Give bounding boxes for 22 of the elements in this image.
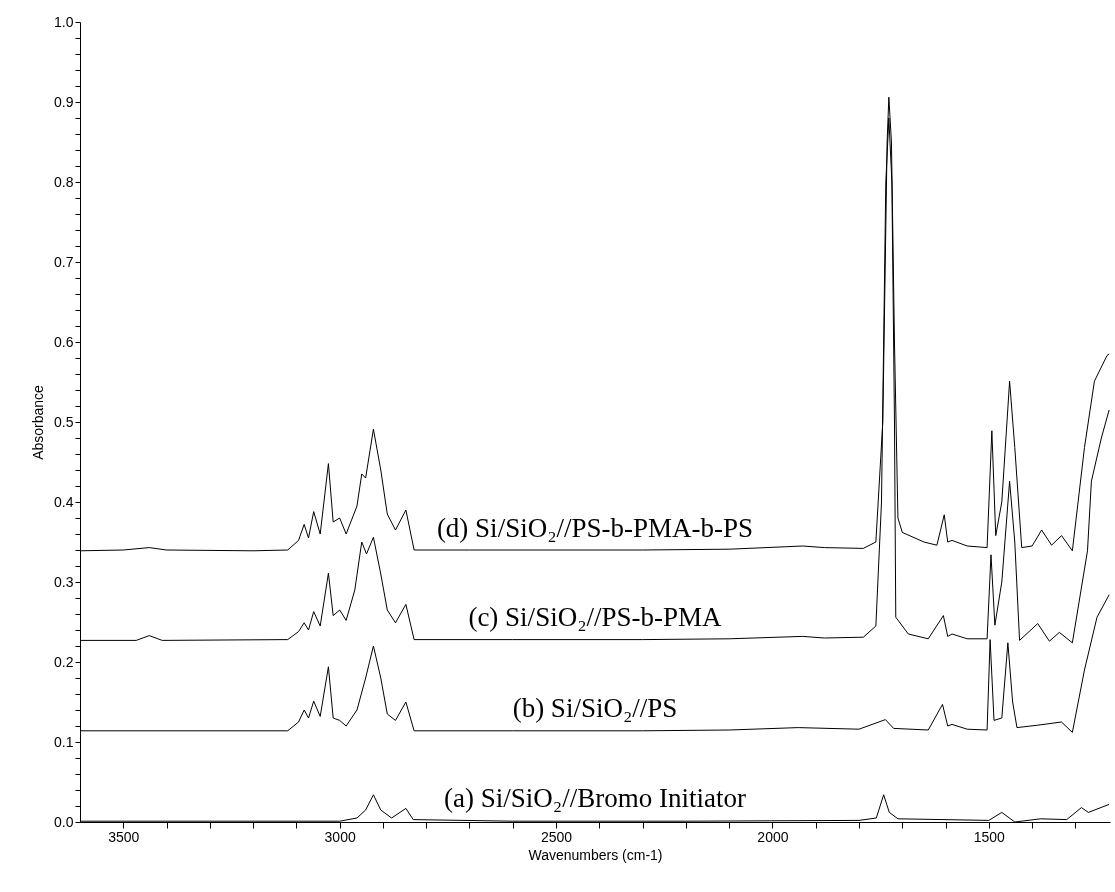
x-tick-label: 2500 [540,828,573,845]
series-label: (b) Si/SiO₂//PS [512,692,678,723]
x-tick-label: 3500 [108,828,140,845]
y-tick-label: 0.0 [54,813,74,830]
series-label: (c) Si/SiO₂//PS-b-PMA [468,602,723,633]
series-label: (a) Si/SiO₂//Bromo Initiator [444,783,746,814]
x-axis-title: Wavenumbers (cm-1) [528,846,663,863]
y-tick-label: 0.3 [54,573,74,590]
series-label: (d) Si/SiO₂//PS-b-PMA-b-PS [436,512,754,543]
x-tick-label: 3000 [324,828,356,845]
y-tick-label: 0.7 [54,253,74,270]
y-tick-label: 0.5 [54,413,74,430]
y-tick-label: 0.4 [54,493,74,510]
x-tick-label: 1500 [973,828,1006,845]
y-tick-label: 1.0 [54,13,74,30]
y-axis-title: Absorbance [30,384,47,460]
y-tick-label: 0.8 [54,173,74,190]
y-tick-label: 0.9 [54,93,74,110]
y-tick-label: 0.2 [54,653,74,670]
y-tick-label: 0.1 [54,733,74,750]
x-tick-label: 2000 [757,828,789,845]
y-tick-label: 0.6 [54,333,74,350]
